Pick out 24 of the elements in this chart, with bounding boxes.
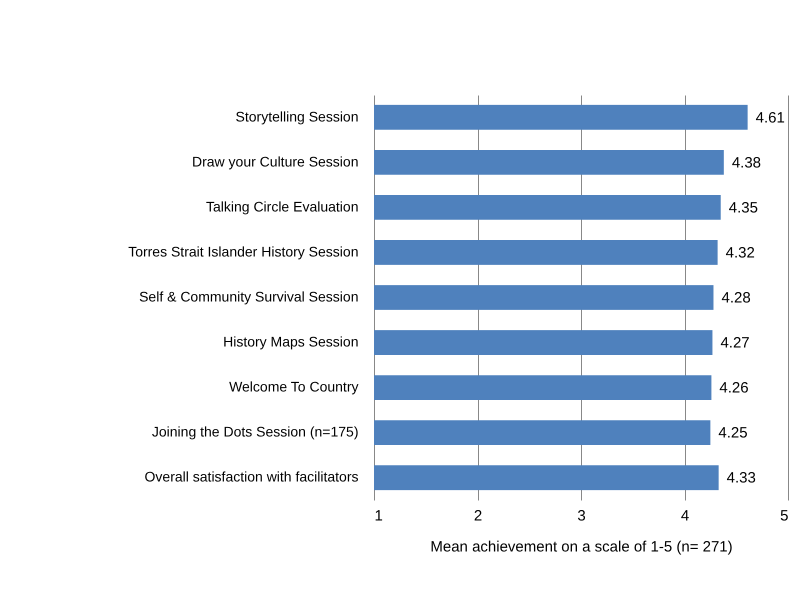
x-axis-title: Mean achievement on a scale of 1-5 (n= 271) (430, 538, 733, 556)
data-label: 4.26 (719, 380, 749, 397)
y-tick-label: Torres Strait Islander History Session (128, 243, 358, 260)
y-tick-label: Draw your Culture Session (192, 153, 358, 170)
y-tick-label: History Maps Session (223, 334, 358, 350)
data-label: 4.27 (720, 334, 750, 352)
data-label: 4.32 (726, 244, 755, 262)
y-tick-label: Talking Circle Evaluation (206, 198, 358, 214)
data-label: 4.28 (721, 290, 751, 306)
x-tick-label: 4 (680, 508, 690, 524)
y-tick-label: Storytelling Session (236, 108, 358, 124)
data-label: 4.61 (756, 109, 785, 126)
data-label: 4.38 (732, 154, 762, 172)
y-tick-label: Joining the Dots Session (n=175) (152, 424, 358, 440)
x-tick-label: 2 (474, 508, 482, 524)
x-tick-label: 3 (577, 508, 586, 524)
data-label: 4.33 (726, 470, 756, 487)
x-tick-label: 1 (374, 508, 383, 524)
y-tick-label: Welcome To Country (229, 378, 358, 395)
data-label: 4.25 (718, 424, 748, 442)
y-tick-label: Self & Community Survival Session (139, 288, 358, 304)
y-tick-label: Overall satisfaction with facilitators (144, 468, 358, 485)
x-tick-label: 5 (780, 508, 788, 524)
data-label: 4.35 (728, 199, 758, 216)
